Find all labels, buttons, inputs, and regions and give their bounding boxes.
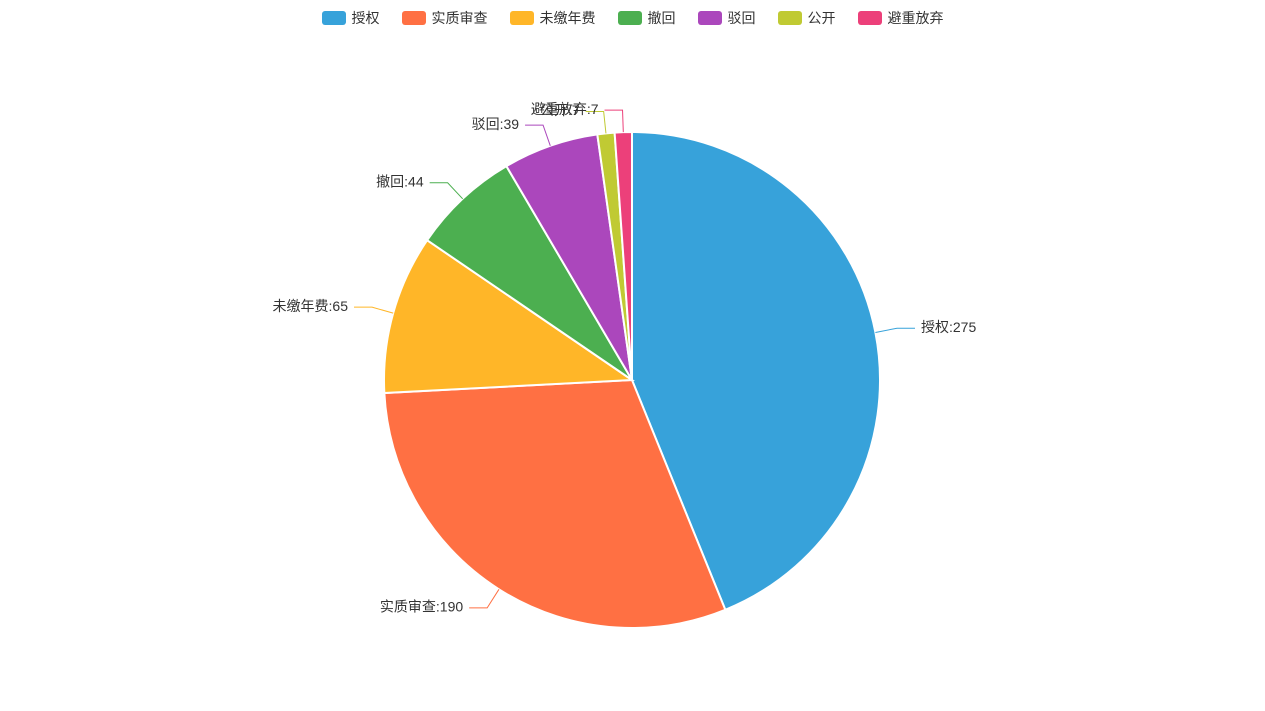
slice-label: 实质审查:190: [380, 599, 463, 615]
pie-svg: 授权:275实质审查:190未缴年费:65撤回:44驳回:39公开:7避重放弃:…: [0, 0, 1265, 711]
leader-line: [605, 110, 624, 132]
pie-container: 授权:275实质审查:190未缴年费:65撤回:44驳回:39公开:7避重放弃:…: [0, 0, 1265, 711]
leader-line: [875, 328, 915, 332]
leader-line: [469, 589, 499, 608]
leader-line: [525, 125, 550, 146]
slice-label: 驳回:39: [472, 116, 520, 132]
slice-label: 撤回:44: [376, 173, 424, 189]
pie-slices: [384, 132, 880, 628]
slice-label: 授权:275: [921, 319, 976, 335]
slice-label: 避重放弃:7: [531, 101, 599, 117]
pie-chart-root: 授权实质审查未缴年费撤回驳回公开避重放弃 授权:275实质审查:190未缴年费:…: [0, 0, 1265, 711]
slice-label: 未缴年费:65: [273, 298, 349, 314]
leader-line: [430, 183, 463, 199]
leader-line: [354, 307, 393, 313]
